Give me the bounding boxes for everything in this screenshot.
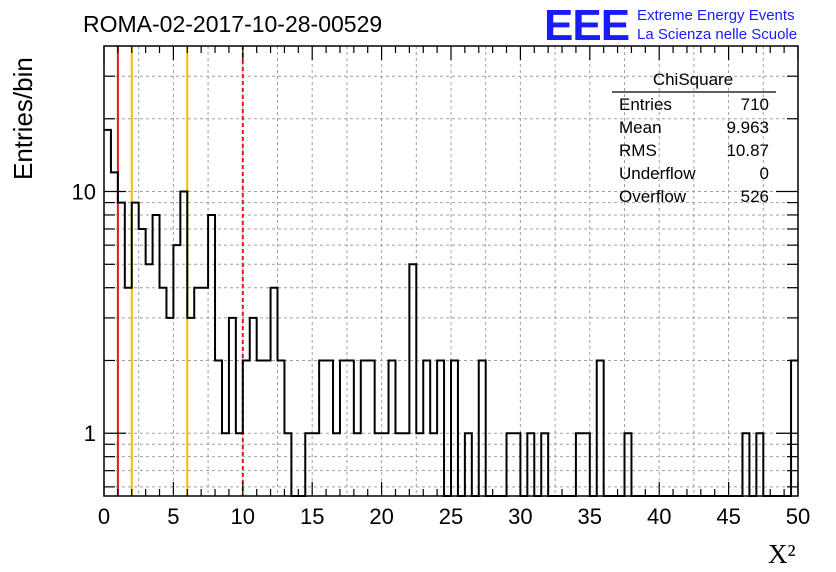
x-tick-label: 50 bbox=[786, 504, 810, 529]
grid bbox=[104, 46, 798, 496]
x-tick-label: 15 bbox=[300, 504, 324, 529]
reference-lines bbox=[116, 46, 244, 496]
stats-row-label: Overflow bbox=[619, 187, 687, 206]
stats-row-value: 10.87 bbox=[726, 141, 769, 160]
stats-row-value: 9.963 bbox=[726, 118, 769, 137]
logo-mark: EEE bbox=[544, 1, 629, 50]
x-tick-label: 25 bbox=[439, 504, 463, 529]
x-tick-label: 10 bbox=[231, 504, 255, 529]
stats-row-value: 0 bbox=[760, 164, 769, 183]
x-tick-label: 0 bbox=[98, 504, 110, 529]
stats-row-label: RMS bbox=[619, 141, 657, 160]
stats-row-label: Mean bbox=[619, 118, 662, 137]
x-tick-label: 35 bbox=[578, 504, 602, 529]
stats-row-value: 526 bbox=[741, 187, 769, 206]
stats-row-label: Underflow bbox=[619, 164, 696, 183]
y-tick-label: 10 bbox=[72, 180, 96, 205]
y-tick-label: 1 bbox=[84, 421, 96, 446]
stats-row-value: 710 bbox=[741, 95, 769, 114]
eee-logo: EEE Extreme Energy Events La Scienza nel… bbox=[544, 1, 797, 50]
stats-row-label: Entries bbox=[619, 95, 672, 114]
logo-line-2: La Scienza nelle Scuole bbox=[637, 26, 797, 43]
axis-ticks: 0 5 10 15 20 25 30 35 40 45 50 1 10 bbox=[72, 46, 810, 529]
x-tick-label: 20 bbox=[369, 504, 393, 529]
stats-title: ChiSquare bbox=[653, 70, 733, 89]
y-axis-label: Entries/bin bbox=[8, 57, 38, 180]
stats-box: ChiSquare Entries 710 Mean 9.963 RMS 10.87 Und… bbox=[612, 70, 776, 206]
x-tick-label: 5 bbox=[167, 504, 179, 529]
chart-title: ROMA-02-2017-10-28-00529 bbox=[83, 11, 382, 37]
x-axis-label: X² bbox=[768, 539, 796, 569]
logo-line-1: Extreme Energy Events bbox=[637, 7, 795, 24]
x-tick-label: 45 bbox=[716, 504, 740, 529]
x-tick-label: 30 bbox=[508, 504, 532, 529]
x-tick-label: 40 bbox=[647, 504, 671, 529]
